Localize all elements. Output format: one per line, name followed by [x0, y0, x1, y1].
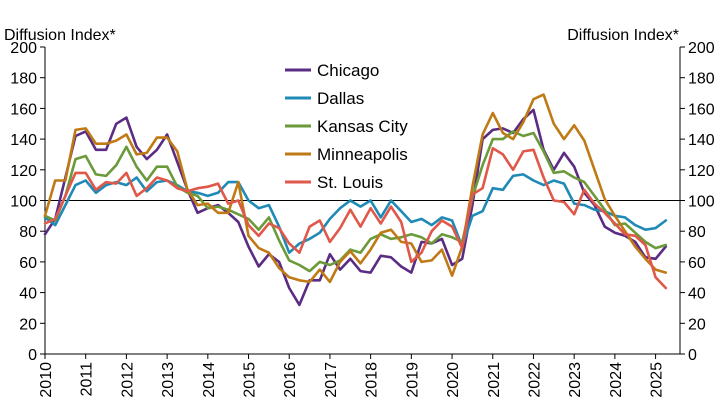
series-line-st-louis	[43, 147, 668, 290]
y-tick-label-left: 200	[10, 40, 37, 57]
y-tick-label-right: 60	[688, 255, 706, 272]
x-tick-label: 2018	[364, 362, 381, 398]
y-tick-label-right: 0	[688, 347, 697, 364]
x-tick-label: 2023	[567, 362, 584, 398]
x-tick-label: 2024	[608, 362, 625, 398]
y-tick-label-right: 140	[688, 132, 715, 149]
x-tick-label: 2011	[79, 362, 96, 397]
y-tick-label-left: 160	[10, 101, 37, 118]
x-tick-label: 2022	[526, 362, 543, 398]
legend: Chicago Dallas Kansas City Minneapolis St. L…	[285, 61, 408, 192]
series-line-chicago	[43, 108, 668, 307]
legend-label-dallas: Dallas	[317, 89, 364, 108]
x-tick-label: 2015	[242, 362, 259, 398]
x-tick-label: 2020	[445, 362, 462, 398]
y-tick-label-left: 60	[19, 255, 37, 272]
y-tick-label-left: 180	[10, 71, 37, 88]
y-tick-label-right: 80	[688, 224, 706, 241]
x-tick-label: 2017	[323, 362, 340, 398]
legend-label-chicago: Chicago	[317, 61, 379, 80]
series-line-dallas	[43, 173, 668, 254]
x-tick-label: 2013	[160, 362, 177, 398]
legend-label-kansas-city: Kansas City	[317, 117, 408, 136]
series-line-minneapolis	[43, 93, 668, 284]
y-tick-label-right: 100	[688, 194, 715, 211]
y-tick-label-left: 80	[19, 224, 37, 241]
y-tick-label-left: 20	[19, 316, 37, 333]
y-tick-label-left: 40	[19, 286, 37, 303]
legend-label-st-louis: St. Louis	[317, 173, 383, 192]
legend-label-minneapolis: Minneapolis	[317, 145, 408, 164]
series-line-kansas-city	[43, 130, 668, 273]
x-tick-label: 2012	[119, 362, 136, 398]
y-axis-label-left: Diffusion Index*	[4, 27, 116, 44]
y-axis-label-right: Diffusion Index*	[567, 27, 679, 44]
y-tick-label-right: 180	[688, 71, 715, 88]
y-tick-label-right: 120	[688, 163, 715, 180]
x-tick-label: 2010	[38, 362, 55, 398]
y-tick-label-right: 160	[688, 101, 715, 118]
x-tick-label: 2025	[649, 362, 666, 398]
x-tick-label: 2016	[282, 362, 299, 398]
y-tick-label-left: 100	[10, 194, 37, 211]
y-tick-label-right: 40	[688, 286, 706, 303]
y-tick-label-right: 20	[688, 316, 706, 333]
x-tick-label: 2014	[201, 362, 218, 398]
y-tick-label-right: 200	[688, 40, 715, 57]
x-tick-label: 2019	[404, 362, 421, 398]
y-tick-label-left: 0	[28, 347, 37, 364]
series-lines	[43, 93, 668, 307]
y-tick-label-left: 140	[10, 132, 37, 149]
x-tick-label: 2021	[486, 362, 503, 398]
y-tick-label-left: 120	[10, 163, 37, 180]
